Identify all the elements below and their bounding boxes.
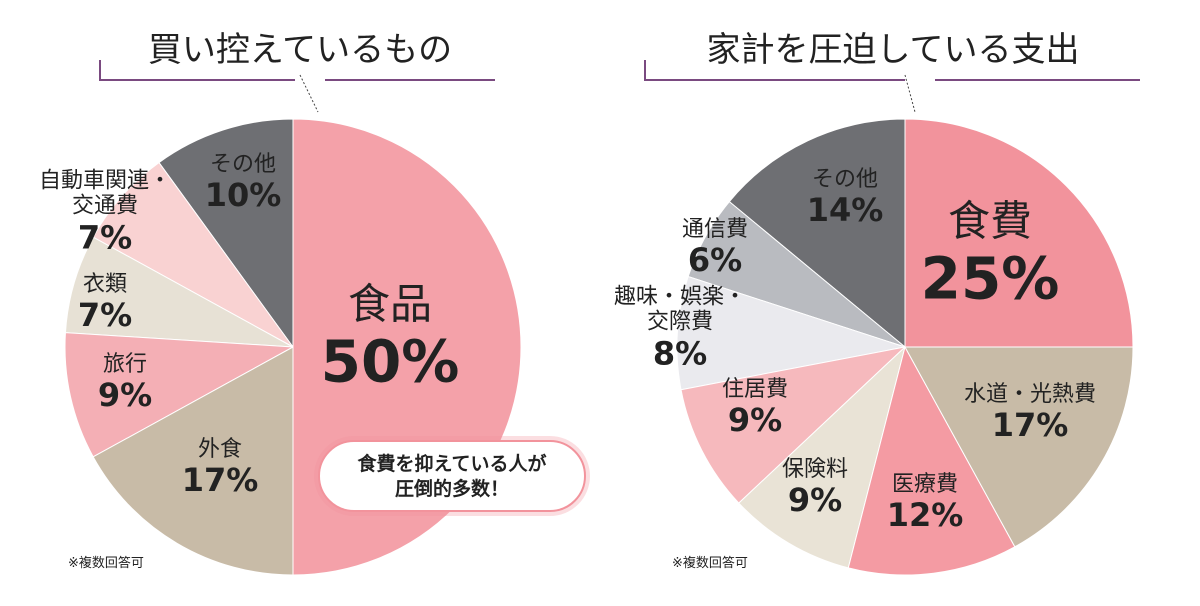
category-label: 水道・光熱費 (963, 381, 1097, 407)
category-label: 住居費 (721, 376, 789, 402)
value-label: 9% (97, 376, 153, 415)
pointer (904, 74, 916, 113)
value-label: 25% (920, 244, 1060, 313)
slice-label: 通信費 6% (682, 217, 748, 279)
value-label: 6% (687, 241, 743, 280)
value-label: 7% (77, 296, 133, 335)
value-label: 8% (652, 333, 708, 372)
footnote: ※複数回答可 (672, 556, 748, 571)
slice-label: 食品 50% (320, 279, 460, 396)
category-label: 趣味・娯楽・ 交際費 (613, 284, 747, 335)
slice-label: 衣類 7% (78, 272, 132, 334)
slice-label: その他 10% (205, 152, 282, 214)
value-label: 50% (320, 327, 460, 396)
slice-label: その他 14% (807, 167, 884, 229)
category-label: 衣類 (82, 271, 128, 297)
slice-label: 保険料 9% (782, 457, 848, 519)
category-label: 外食 (197, 436, 242, 462)
value-label: 9% (727, 401, 783, 440)
callout: 食費を抑えている人が 圧倒的多数！ (318, 440, 586, 512)
pointer (299, 74, 319, 113)
category-label: 通信費 (681, 216, 749, 242)
slice-label: 医療費 12% (887, 472, 964, 534)
value-label: 17% (181, 461, 259, 500)
pie-slice (64, 332, 295, 458)
chart-title: 家計を圧迫している支出 (706, 30, 1080, 70)
category-label: 自動車関連・ 交通費 (38, 168, 172, 219)
slice-label: 住居費 9% (722, 377, 788, 439)
pie-slice (158, 118, 294, 349)
title-bracket (99, 60, 495, 81)
pie-slice (738, 345, 906, 569)
slice-label: 旅行 9% (98, 352, 152, 414)
value-label: 10% (204, 176, 282, 215)
slice-label: 食費 25% (920, 196, 1060, 313)
pie-slice (904, 118, 1134, 348)
slice-label: 水道・光熱費 17% (964, 382, 1096, 444)
pie-slice (904, 346, 1134, 548)
pie-slice (680, 346, 907, 504)
title-bracket (644, 60, 1140, 81)
category-label: 保険料 (781, 456, 849, 482)
category-label: 医療費 (891, 471, 958, 497)
value-label: 7% (77, 217, 133, 256)
slice-label: 自動車関連・ 交通費 7% (39, 168, 171, 255)
category-label: 食品 (347, 279, 433, 329)
slice-label: 外食 17% (182, 437, 259, 499)
value-label: 14% (806, 191, 884, 230)
value-label: 12% (886, 496, 964, 535)
value-label: 17% (991, 406, 1069, 445)
pie-slice (847, 345, 1016, 576)
chart-title: 買い控えているもの (147, 30, 453, 70)
category-label: 食費 (947, 196, 1033, 246)
footnote: ※複数回答可 (68, 556, 144, 571)
category-label: 旅行 (102, 351, 148, 377)
pie-slice (92, 346, 294, 576)
category-label: その他 (209, 151, 276, 177)
pie-slice (676, 275, 906, 391)
pie-slice (728, 118, 906, 349)
value-label: 9% (787, 481, 843, 520)
slice-label: 趣味・娯楽・ 交際費 8% (614, 284, 746, 371)
category-label: その他 (811, 166, 878, 192)
